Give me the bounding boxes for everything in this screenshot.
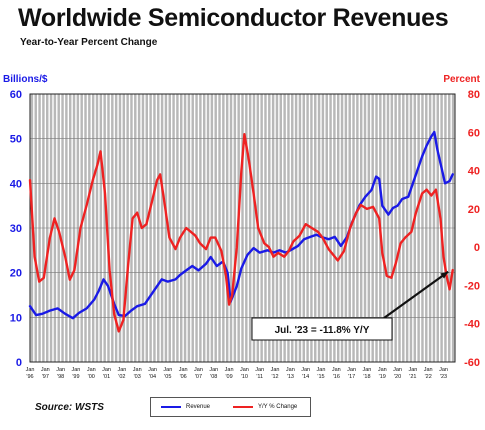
x-tick-month: Jan — [378, 367, 387, 373]
x-tick-year: '17 — [348, 374, 355, 380]
annotation-label: Jul. '23 = -11.8% Y/Y — [275, 325, 370, 336]
x-tick-year: '21 — [409, 374, 416, 380]
x-tick-month: Jan — [41, 367, 50, 373]
x-tick-month: Jan — [87, 367, 96, 373]
x-tick-month: Jan — [408, 367, 417, 373]
left-axis-title: Billions/$ — [3, 74, 48, 85]
right-tick-label: -20 — [464, 280, 480, 292]
series-lines — [28, 130, 454, 333]
left-tick-label: 40 — [10, 178, 22, 190]
right-tick-label: 80 — [468, 89, 480, 101]
x-tick-year: '10 — [241, 374, 248, 380]
x-tick-year: '14 — [302, 374, 309, 380]
legend-swatch-yoy — [233, 406, 253, 408]
x-tick-year: '02 — [118, 374, 125, 380]
x-tick-year: '15 — [317, 374, 324, 380]
x-tick-year: '07 — [195, 374, 202, 380]
annotation: Jul. '23 = -11.8% Y/Y — [251, 270, 449, 341]
legend-label-revenue: Revenue — [186, 404, 211, 410]
chart-subtitle: Year-to-Year Percent Change — [20, 37, 158, 48]
x-tick-month: Jan — [439, 367, 448, 373]
annotation-box — [251, 317, 393, 341]
chart-title: Worldwide Semiconductor Revenues — [18, 4, 449, 32]
x-tick-month: Jan — [209, 367, 218, 373]
x-tick-month: Jan — [194, 367, 203, 373]
x-tick-year: '03 — [134, 374, 141, 380]
x-tick-year: '09 — [226, 374, 233, 380]
x-tick-year: '05 — [164, 374, 171, 380]
legend-swatch-revenue — [161, 406, 181, 408]
x-tick-month: Jan — [240, 367, 249, 373]
right-tick-label: 40 — [468, 166, 480, 178]
legend: Revenue Y/Y % Change — [150, 397, 311, 417]
right-tick-label: -40 — [464, 319, 480, 331]
annotation-arrow — [383, 270, 449, 319]
x-tick-year: '08 — [210, 374, 217, 380]
x-tick-year: '13 — [287, 374, 294, 380]
left-tick-label: 10 — [10, 312, 22, 324]
left-tick-label: 0 — [16, 357, 22, 369]
x-tick-month: Jan — [179, 367, 188, 373]
x-tick-month: Jan — [362, 367, 371, 373]
left-tick-label: 20 — [10, 268, 22, 280]
x-tick-month: Jan — [286, 367, 295, 373]
x-tick-month: Jan — [72, 367, 81, 373]
x-tick-month: Jan — [301, 367, 310, 373]
x-tick-month: Jan — [148, 367, 157, 373]
annotation-arrowhead — [440, 271, 449, 279]
x-tick-year: '96 — [26, 374, 33, 380]
right-tick-label: -60 — [464, 357, 480, 369]
yoy-change-line — [28, 132, 454, 333]
legend-item-revenue: Revenue — [161, 398, 210, 416]
x-tick-year: '99 — [72, 374, 79, 380]
plot-frame — [29, 93, 456, 363]
legend-item-yoy: Y/Y % Change — [233, 398, 297, 416]
x-tick-month: Jan — [26, 367, 35, 373]
x-tick-year: '12 — [271, 374, 278, 380]
source-note: Source: WSTS — [35, 402, 104, 413]
x-tick-month: Jan — [347, 367, 356, 373]
x-tick-month: Jan — [271, 367, 280, 373]
x-tick-month: Jan — [332, 367, 341, 373]
x-tick-year: '97 — [42, 374, 49, 380]
x-tick-month: Jan — [133, 367, 142, 373]
x-tick-month: Jan — [117, 367, 126, 373]
x-tick-year: '18 — [363, 374, 370, 380]
legend-label-yoy: Y/Y % Change — [258, 404, 298, 410]
x-tick-year: '11 — [256, 374, 263, 380]
x-tick-year: '00 — [88, 374, 95, 380]
x-tick-year: '06 — [180, 374, 187, 380]
x-tick-month: Jan — [225, 367, 234, 373]
x-axis: Jan'96Jan'97Jan'98Jan'99Jan'00Jan'01Jan'… — [26, 367, 448, 380]
left-axis: 0 10 20 30 40 50 60 — [10, 89, 22, 369]
right-tick-label: 60 — [468, 127, 480, 139]
x-tick-year: '23 — [440, 374, 447, 380]
x-tick-year: '16 — [333, 374, 340, 380]
right-tick-label: 20 — [468, 204, 480, 216]
x-tick-month: Jan — [393, 367, 402, 373]
x-tick-month: Jan — [255, 367, 264, 373]
right-tick-label: 0 — [474, 242, 480, 254]
x-tick-year: '22 — [425, 374, 432, 380]
x-tick-month: Jan — [56, 367, 65, 373]
x-tick-month: Jan — [102, 367, 111, 373]
right-axis: -60 -40 -20 0 20 40 60 80 — [464, 89, 480, 369]
x-tick-month: Jan — [163, 367, 172, 373]
left-tick-label: 60 — [10, 89, 22, 101]
x-tick-year: '19 — [379, 374, 386, 380]
x-tick-year: '98 — [57, 374, 64, 380]
x-tick-month: Jan — [317, 367, 326, 373]
right-axis-title: Percent — [443, 74, 480, 85]
left-tick-label: 30 — [10, 223, 22, 235]
x-tick-year: '01 — [103, 374, 110, 380]
left-tick-label: 50 — [10, 134, 22, 146]
x-tick-year: '04 — [149, 374, 156, 380]
x-tick-year: '20 — [394, 374, 401, 380]
x-tick-month: Jan — [424, 367, 433, 373]
